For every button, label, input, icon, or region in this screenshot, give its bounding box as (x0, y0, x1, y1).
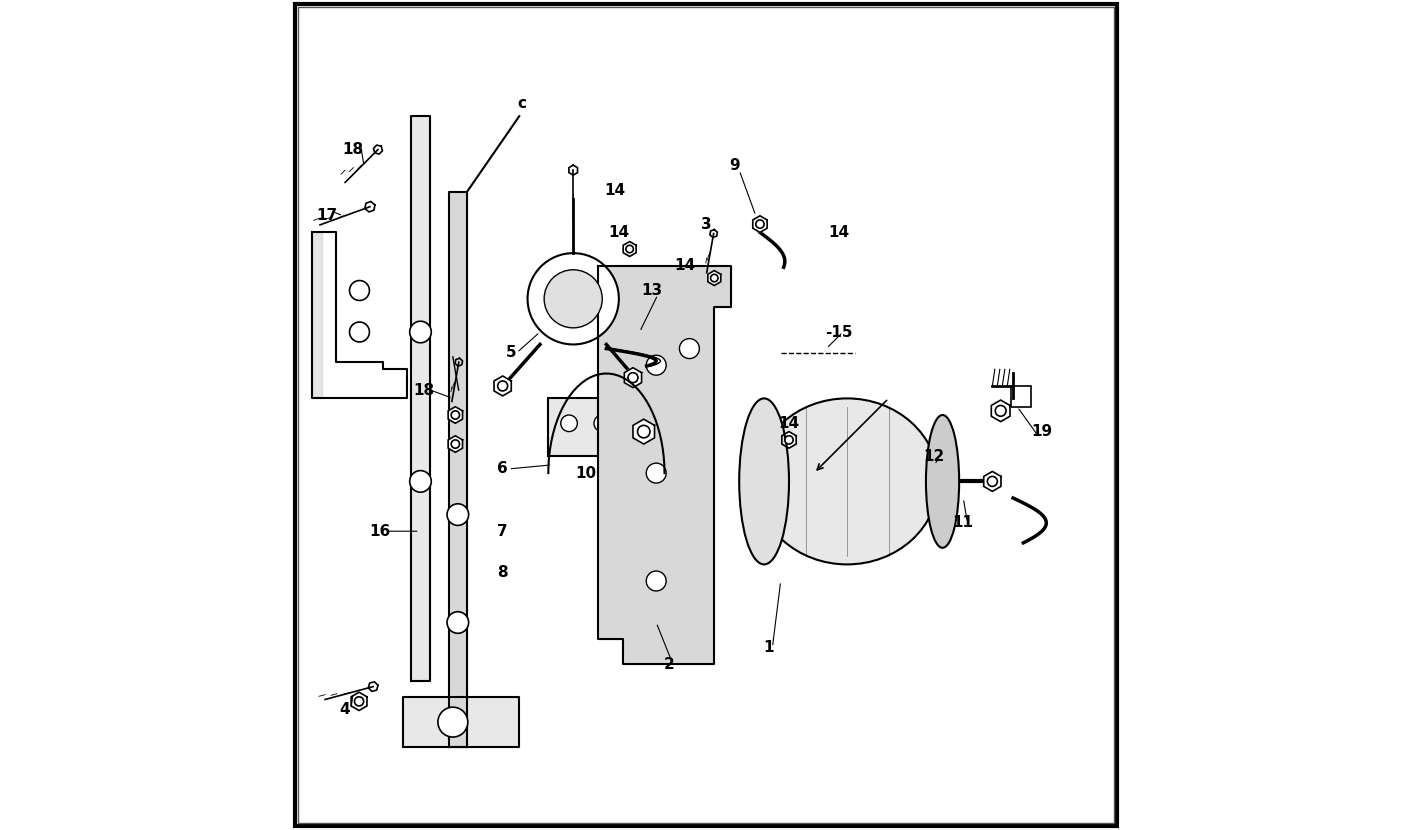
Circle shape (409, 321, 431, 343)
Circle shape (647, 571, 666, 591)
Text: 11: 11 (953, 515, 974, 530)
Polygon shape (494, 376, 511, 396)
Text: 1: 1 (762, 640, 774, 655)
Text: 8: 8 (497, 565, 508, 580)
Polygon shape (623, 242, 637, 256)
Text: 3: 3 (700, 217, 712, 232)
Circle shape (626, 246, 634, 253)
Ellipse shape (755, 398, 939, 564)
Text: 13: 13 (641, 283, 662, 298)
Circle shape (561, 415, 578, 432)
Circle shape (350, 281, 370, 300)
Circle shape (452, 411, 459, 419)
Circle shape (354, 697, 364, 705)
Bar (1011, 386, 1031, 407)
Circle shape (995, 406, 1005, 417)
Text: -15: -15 (825, 325, 853, 339)
Circle shape (987, 476, 997, 486)
Circle shape (628, 373, 638, 383)
Polygon shape (352, 692, 367, 710)
Polygon shape (991, 400, 1010, 422)
Text: 10: 10 (575, 466, 596, 481)
Text: 14: 14 (609, 225, 630, 240)
Circle shape (679, 339, 699, 359)
Text: 14: 14 (778, 416, 799, 431)
Text: 14: 14 (604, 183, 626, 198)
Bar (548, 398, 623, 456)
Polygon shape (984, 471, 1001, 491)
Circle shape (638, 425, 650, 438)
Text: 17: 17 (316, 208, 337, 223)
Circle shape (452, 440, 459, 448)
Circle shape (544, 270, 603, 328)
Text: 18: 18 (414, 383, 435, 398)
Text: 14: 14 (675, 258, 696, 273)
Circle shape (647, 355, 666, 375)
Polygon shape (599, 266, 731, 664)
Ellipse shape (740, 398, 789, 564)
Circle shape (350, 322, 370, 342)
Text: c: c (517, 96, 527, 111)
Text: 16: 16 (369, 524, 391, 539)
Text: 19: 19 (1032, 424, 1053, 439)
Text: 9: 9 (730, 159, 740, 173)
Polygon shape (782, 432, 796, 448)
Polygon shape (411, 116, 429, 681)
Polygon shape (707, 271, 720, 286)
Polygon shape (633, 419, 655, 444)
Circle shape (594, 415, 610, 432)
Text: 4: 4 (340, 702, 350, 717)
Circle shape (710, 274, 719, 281)
Text: 2: 2 (664, 657, 674, 671)
Text: 5: 5 (505, 345, 517, 360)
Circle shape (497, 381, 508, 391)
Polygon shape (753, 216, 767, 232)
Circle shape (528, 253, 618, 344)
Circle shape (785, 436, 794, 444)
Polygon shape (448, 436, 463, 452)
Ellipse shape (926, 415, 959, 548)
Polygon shape (312, 232, 322, 398)
Text: 18: 18 (343, 142, 364, 157)
Polygon shape (449, 192, 467, 747)
Circle shape (448, 612, 469, 633)
Text: 14: 14 (829, 225, 850, 240)
Circle shape (448, 504, 469, 525)
Polygon shape (402, 697, 520, 747)
Text: 6: 6 (497, 461, 508, 476)
Circle shape (755, 220, 764, 228)
Circle shape (438, 707, 467, 737)
Polygon shape (448, 407, 463, 423)
Text: 7: 7 (497, 524, 508, 539)
Text: 12: 12 (923, 449, 945, 464)
Circle shape (409, 471, 431, 492)
Polygon shape (624, 368, 641, 388)
Circle shape (647, 463, 666, 483)
